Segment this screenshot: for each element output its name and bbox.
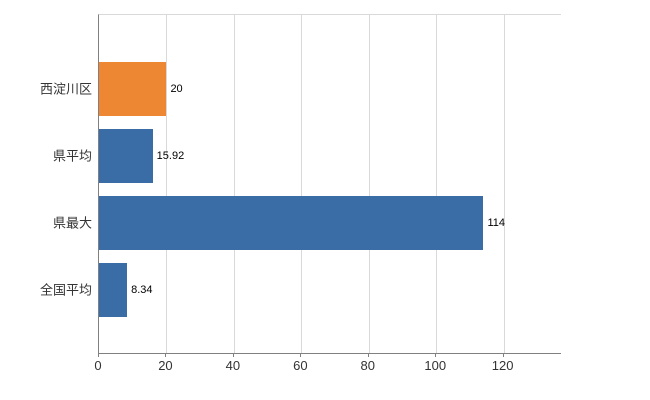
bar-value-label: 114 xyxy=(487,216,505,229)
gridline xyxy=(166,15,168,353)
x-tick-mark xyxy=(98,353,99,357)
plot-area: 20 15.92 114 8.34 xyxy=(98,14,561,354)
bar xyxy=(99,195,484,250)
bar-value-label: 20 xyxy=(170,82,183,95)
category-label: 全国平均 xyxy=(39,282,92,297)
category-label: 西淀川区 xyxy=(39,81,92,96)
bar-value-label: 8.34 xyxy=(131,283,153,296)
x-tick-label: 100 xyxy=(424,358,447,373)
x-tick-mark xyxy=(367,353,369,357)
x-tick-label: 20 xyxy=(158,358,173,373)
category-label: 県最大 xyxy=(52,215,92,230)
x-tick-label: 60 xyxy=(293,358,308,373)
x-tick-mark xyxy=(435,353,437,357)
bar xyxy=(99,128,153,183)
x-tick-label: 120 xyxy=(491,358,514,373)
x-tick-mark xyxy=(232,353,234,357)
x-tick-label: 0 xyxy=(94,358,102,373)
bar-value-label: 15.92 xyxy=(156,149,185,162)
x-tick-label: 40 xyxy=(225,358,241,373)
category-label: 県平均 xyxy=(52,148,92,163)
gridline xyxy=(503,15,505,353)
bar xyxy=(99,262,128,317)
x-tick-mark xyxy=(300,353,302,357)
x-tick-mark xyxy=(165,353,167,357)
gridline xyxy=(436,15,438,353)
gridline xyxy=(233,15,235,353)
gridline xyxy=(368,15,370,353)
x-tick-label: 80 xyxy=(360,358,375,373)
x-tick-mark xyxy=(502,353,504,357)
bar xyxy=(99,61,167,116)
gridline xyxy=(301,15,303,353)
